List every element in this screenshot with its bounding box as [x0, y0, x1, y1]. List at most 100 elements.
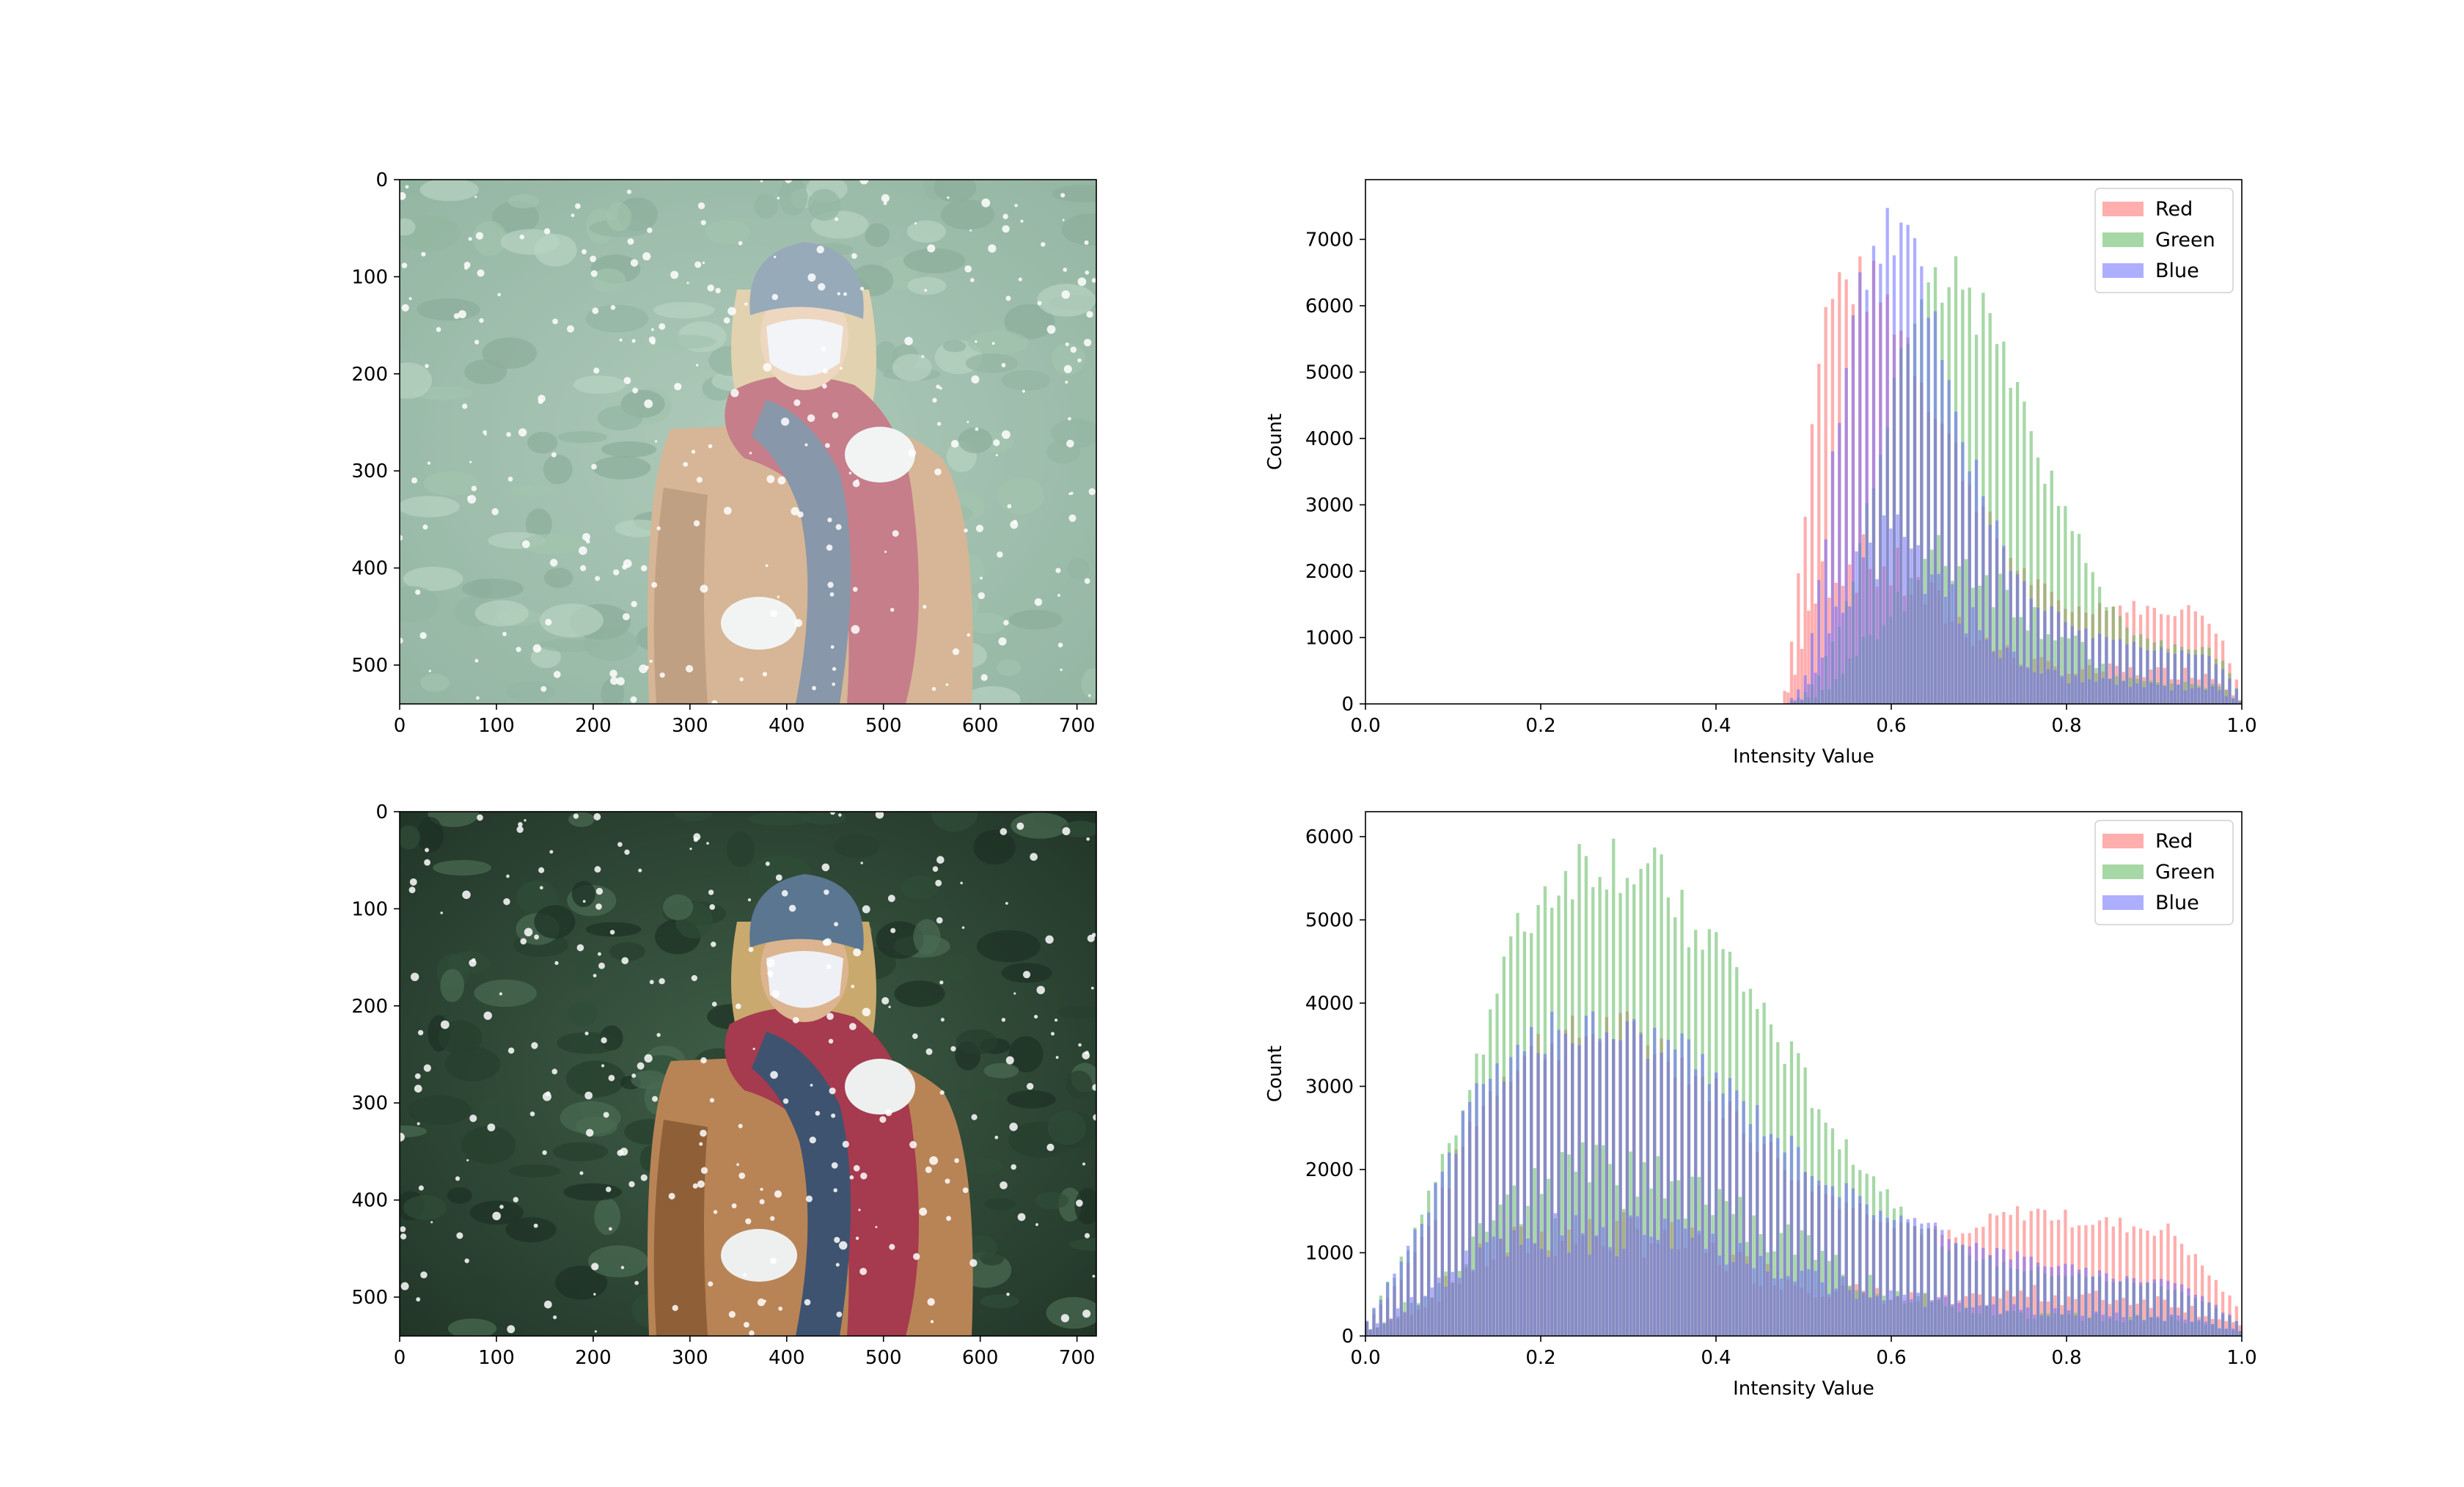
bottom-image-snowflake [1035, 1223, 1038, 1227]
top-hist-ylabel: Count [1264, 414, 1286, 470]
bottom-hist-bar-blue [2228, 1314, 2232, 1336]
top-image-snowflake [832, 667, 837, 672]
bottom-image-leaf [403, 1195, 447, 1220]
bottom-hist-bar-blue [1557, 1029, 1561, 1336]
top-image-leaf [652, 334, 716, 349]
image-panel-top: 0 100 200 300 400 500 600 700 0 100 200 300 400 500 [351, 169, 1097, 737]
bottom-image-snowflake [516, 826, 524, 833]
bottom-hist-bar-blue [1656, 1239, 1660, 1336]
top-hist-xtick-label: 0.2 [1525, 715, 1555, 737]
top-image-snowflake [1046, 325, 1056, 334]
top-image-snowflake [851, 253, 857, 260]
top-image-snowflake [785, 180, 792, 183]
bottom-hist-bar-blue [1561, 1235, 1564, 1336]
bottom-image-leaf [534, 905, 576, 939]
bottom-image-snowflake [593, 1293, 596, 1296]
top-image-snowflake [738, 241, 743, 246]
top-hist-bar-blue [2005, 647, 2009, 704]
bottom-image-snowflake [743, 1321, 749, 1328]
bottom-hist-bar-blue [2111, 1278, 2115, 1336]
bottom-image-leaf [631, 1070, 668, 1090]
bottom-image-snowflake [782, 1098, 789, 1104]
top-hist-bar-blue [2234, 689, 2238, 704]
top-hist-bar-blue [2122, 680, 2125, 704]
top-image-snowflake [964, 528, 968, 533]
bottom-hist-bar-blue [2039, 1315, 2043, 1336]
bottom-image-snowflake [826, 1013, 834, 1020]
top-hist-bar-blue [2207, 656, 2211, 704]
top-image-snowflake [453, 313, 460, 320]
bottom-hist-bar-blue [1968, 1246, 1971, 1336]
bottom-hist-bar-blue [1680, 1033, 1684, 1336]
bottom-image-leaf [1074, 1188, 1096, 1225]
top-hist-bar-blue [2193, 655, 2197, 704]
top-image-leaf [573, 375, 626, 394]
top-hist-legend: Red Green Blue [2094, 188, 2234, 293]
bottom-hist-bar-red [2138, 1228, 2143, 1336]
top-image-snowflake [631, 601, 637, 608]
bottom-image-snowflake [804, 1299, 811, 1306]
top-image-snowflake [421, 251, 426, 257]
bottom-hist-bar-blue [1660, 1052, 1663, 1336]
top-hist-bar-blue [2105, 636, 2108, 704]
bottom-hist-bar-blue [2036, 1262, 2040, 1336]
top-hist-bar-blue [2097, 634, 2102, 704]
bottom-image-snowflake [890, 928, 896, 933]
bottom-image-leaf [447, 1318, 497, 1336]
top-image-snowflake [593, 367, 600, 374]
top-hist-bar-green [1988, 312, 1992, 704]
top-image-snowflake [781, 417, 790, 426]
bottom-image-snowflake [507, 1325, 516, 1334]
bottom-hist-bar-red [2163, 1299, 2166, 1336]
bottom-hist-bar-blue [1930, 1299, 1934, 1336]
top-hist-bar-green [1998, 573, 2002, 704]
top-hist-bar-blue [1933, 311, 1937, 704]
bottom-hist-bar-blue [1998, 1313, 2002, 1336]
bottom-hist-bar-blue [1399, 1261, 1403, 1336]
top-image-snowflake [1065, 381, 1068, 384]
bottom-hist-bar-blue [1940, 1230, 1944, 1336]
bottom-image-snowflake [824, 938, 832, 946]
bottom-image-snowflake [582, 900, 586, 903]
bottom-hist-bar-blue [2149, 1317, 2153, 1336]
top-hist-bar-blue [1902, 537, 1907, 704]
top-image-xtick-label: 500 [865, 715, 902, 737]
bottom-hist-bar-blue [2060, 1315, 2064, 1336]
bottom-image-snowflake [708, 1281, 714, 1287]
bottom-hist-bar-blue [1943, 1296, 1948, 1336]
bottom-image-snowflake [912, 1033, 918, 1040]
top-image-leaf [873, 341, 898, 373]
bottom-hist-bar-blue [1899, 1215, 1903, 1336]
bottom-image-snowflake [543, 1300, 552, 1309]
bottom-hist-bar-red [2118, 1217, 2122, 1336]
top-image-leaf [419, 180, 479, 202]
bottom-image-snowflake [826, 963, 832, 969]
top-image-snowflake [822, 368, 828, 374]
bottom-hist-bar-blue [2132, 1278, 2135, 1336]
top-image-snowflake [723, 317, 730, 324]
top-hist-bar-red [1793, 675, 1797, 704]
top-image-snowflake [700, 220, 706, 226]
bottom-image-snowflake [533, 1223, 538, 1228]
bottom-hist-bar-blue [1779, 1278, 1783, 1336]
top-image-snowflake [890, 607, 895, 612]
bottom-hist-bar-blue [1871, 1215, 1876, 1336]
bottom-hist-bar-blue [1830, 1186, 1835, 1336]
bottom-hist-bar-blue [1913, 1218, 1917, 1336]
bottom-hist-bar-blue [2025, 1307, 2030, 1336]
bottom-hist-ytick-label: 5000 [1305, 910, 1354, 932]
top-hist-bar-blue [2108, 678, 2112, 704]
top-hist-bar-blue [1964, 633, 1968, 704]
top-hist-bar-blue [1981, 496, 1985, 704]
bottom-hist-bar-blue [2193, 1294, 2197, 1336]
top-image-snowflake [1057, 642, 1063, 647]
bottom-hist-xtick-label: 0.0 [1350, 1347, 1380, 1369]
bottom-hist-bar-blue [2214, 1304, 2218, 1336]
top-hist-bar-blue [2094, 681, 2098, 704]
bottom-image-snowflake [585, 1128, 594, 1137]
bottom-hist-bar-blue [1676, 1219, 1681, 1336]
bottom-hist-bar-blue [1769, 1134, 1773, 1336]
bottom-image-snowflake [573, 813, 579, 819]
bottom-hist-bar-blue [1622, 1249, 1626, 1336]
